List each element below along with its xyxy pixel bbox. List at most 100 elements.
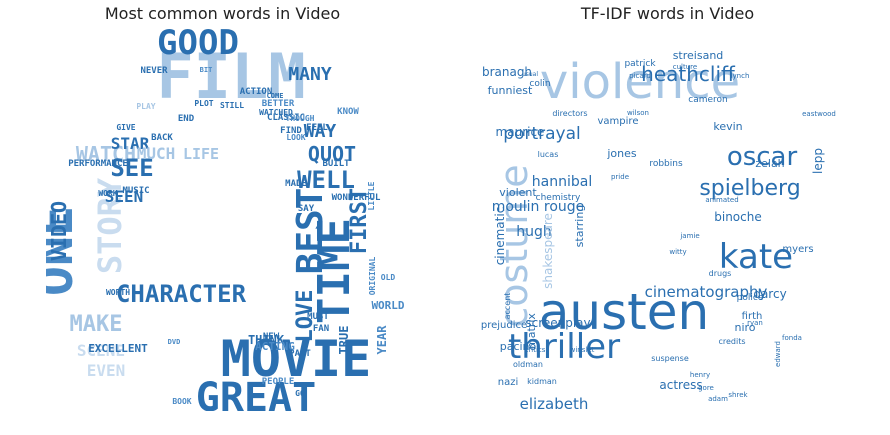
word-think: THINK [248,333,285,347]
word-end: END [178,114,195,124]
word-fan: FAN [313,324,329,334]
word-gore: gore [698,384,714,392]
word-part: PART [289,349,311,359]
word-colin: colin [529,79,550,89]
word-go: GO [295,389,305,398]
word-screenplay: screenplay [525,316,590,330]
word-feel: FEEL [306,123,328,133]
word-pacino: pacino [500,340,537,353]
word-year: YEAR [375,325,389,355]
word-myers: myers [782,244,813,255]
word-lepp: lepp [811,148,825,174]
left-panel-title: Most common words in Video [104,4,341,23]
word-scene: SCENE [77,341,125,360]
word-still: STILL [220,101,244,110]
word-thriller: thriller [508,327,620,367]
word-play: PLAY [136,102,155,111]
word-music: MUSIC [122,186,149,196]
word-maurice: maurice [496,125,545,139]
word-best: BEST [290,188,331,275]
word-wonderful: WONDERFUL [332,193,381,203]
word-must: MUST [307,312,329,322]
word-henry: henry [690,371,710,379]
word-police: police [737,293,764,303]
word-built: BUILT [322,159,350,169]
word-robbins: robbins [649,159,683,169]
word-funniest: funniest [488,84,533,97]
word-cinematic: cinematic [493,207,507,266]
word-good: GOOD [157,26,239,63]
word-witty: witty [669,248,686,256]
word-classic: CLASSIC [267,113,305,123]
word-find: FIND [280,126,302,136]
right-panel-title: TF-IDF words in Video [580,4,755,23]
word-watched: WATCHED [259,108,293,117]
word-usual: usual [522,71,538,78]
word-time: TIME [309,218,360,324]
word-plot: PLOT [194,99,213,108]
word-actress: actress [659,378,702,392]
word-zelah: zelah [755,157,784,170]
word-watch: WATCH [76,142,136,166]
word-many: MANY [288,64,332,85]
word-love: LOVE [293,290,318,343]
word-fonda: fonda [782,334,802,342]
word-world: WORLD [371,299,404,312]
word-people: PEOPLE [262,377,295,387]
word-see: SEE [110,154,153,182]
word-heathcliff: heathcliff [641,62,736,86]
word-one: ONE [46,206,84,296]
word-better: BETTER [262,99,295,109]
word-cameron: cameron [688,95,727,105]
word-excellent: EXCELLENT [88,342,148,355]
word-spielberg: spielberg [699,176,800,201]
word-make: MAKE [70,312,123,337]
word-austen: austen [539,283,709,341]
word-pride: pride [611,173,629,181]
word-drugs: drugs [709,269,732,278]
word-niro: niro [734,321,755,334]
word-worth: WORTH [106,288,130,297]
word-firth: firth [742,311,763,322]
word-streisand: streisand [673,49,724,62]
word-edward: edward [774,341,782,367]
word-jones: jones [606,147,637,160]
word-branagh: branagh [482,65,532,79]
word-well: WELL [297,166,355,194]
word-never: NEVER [140,66,168,76]
word-wilson: wilson [627,109,649,117]
word-first: FIRST [347,188,372,254]
word-quot: QUOT [308,142,356,166]
word-vampire: vampire [598,116,639,127]
word-performance: PERFORMANCE [68,159,128,169]
word-work: WORK [98,189,117,198]
word-eastwood: eastwood [802,110,836,118]
word-prejudice: prejudice [481,320,527,331]
word-chemistry: chemistry [536,193,581,203]
word-costume: costume [492,164,536,327]
word-little: LITTLE [367,181,376,210]
word-kevin: kevin [713,120,742,133]
word-back: BACK [151,133,173,143]
word-character: CHARACTER [116,280,247,308]
word-video: VIDEO [47,201,71,261]
word-jamie: jamie [679,232,699,240]
word-bit: BIT [200,66,213,74]
word-say: SAY [298,204,315,214]
word-picard: picard [629,72,651,80]
word-movie: MOVIE [221,330,372,388]
word-action: ACTION [240,87,273,97]
word-much: MUCH [137,144,176,163]
word-elizabeth: elizabeth [520,395,589,411]
word-way: WAY [304,121,337,142]
word-though: THOUGH [286,114,315,123]
word-nazi: nazi [498,377,519,388]
word-adam: adam [708,395,728,403]
word-story: STORY [91,177,129,274]
word-film: FILM [156,40,305,113]
word-oscar: oscar [727,142,798,172]
word-kidman: kidman [527,377,557,386]
word-kate: kate [719,237,793,277]
